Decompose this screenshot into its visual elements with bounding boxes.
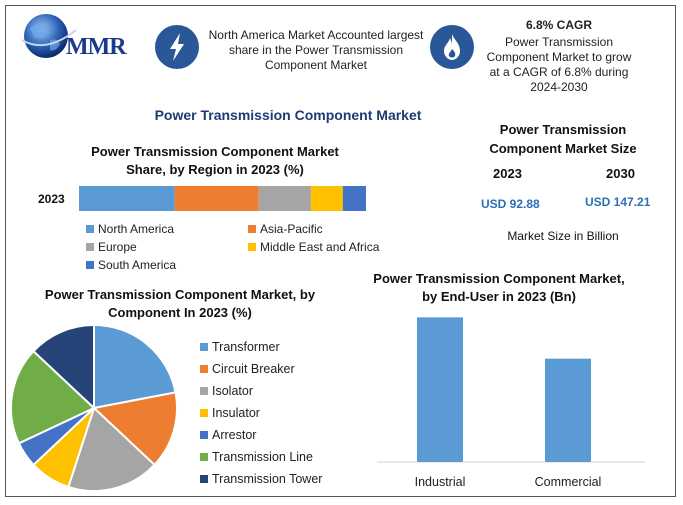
legend-swatch: [248, 243, 256, 251]
legend-swatch: [200, 453, 208, 461]
infographic-frame: [5, 5, 676, 497]
end-user-chart-title: Power Transmission Component Market, by …: [373, 271, 625, 304]
pie-slice-isolator: [67, 406, 156, 492]
bar-segment-south-america: [342, 186, 366, 211]
legend-swatch: [86, 225, 94, 233]
bar-segment-asia-pacific: [174, 186, 259, 211]
legend-label: Middle East and Africa: [260, 240, 380, 254]
pie-slice-circuit-breaker: [91, 391, 178, 467]
legend-item-asia-pacific: Asia-Pacific: [248, 222, 323, 236]
page-title: Power Transmission Component Market: [154, 107, 422, 123]
legend-label: Insulator: [212, 406, 260, 420]
region-stacked-bar-chart: 2023: [38, 186, 366, 211]
flame-icon: [430, 25, 474, 69]
component-chart-title: Power Transmission Component Market, by …: [44, 287, 316, 320]
legend-swatch: [200, 409, 208, 417]
legend-item-europe: Europe: [86, 240, 137, 254]
year-2030-label: 2030: [606, 166, 635, 181]
legend-label: Europe: [98, 240, 137, 254]
logo-text: MMR: [66, 34, 127, 60]
legend-label: South America: [98, 258, 177, 272]
legend-item-north-america: North America: [86, 222, 174, 236]
legend-label: Asia-Pacific: [260, 222, 323, 236]
legend-item-transmission-line: Transmission Line: [200, 450, 313, 464]
cagr-title: 6.8% CAGR: [525, 18, 593, 32]
bar-commercial: [545, 358, 591, 462]
bar-segment-europe: [258, 186, 311, 211]
pie-slice-transmission-line: [10, 349, 96, 445]
market-size-title: Power Transmission Component Market Size: [489, 122, 637, 156]
legend-label: Circuit Breaker: [212, 362, 295, 376]
category-label-2023: 2023: [38, 192, 65, 206]
legend-item-insulator: Insulator: [200, 406, 260, 420]
pie-slice-transmission-tower: [32, 323, 95, 411]
globe-logo-icon: [21, 14, 77, 58]
legend-label: North America: [98, 222, 175, 236]
end-user-bar-chart: Industrial Commercial: [377, 317, 645, 489]
region-chart-title: Power Transmission Component Market Shar…: [91, 144, 339, 177]
legend-item-arrestor: Arrestor: [200, 428, 256, 442]
legend-label: Transmission Tower: [212, 472, 323, 486]
x-tick-label-industrial: Industrial: [415, 475, 466, 489]
legend-item-south-america: South America: [86, 258, 176, 272]
legend-swatch: [86, 261, 94, 269]
lightning-bolt-icon: [155, 25, 199, 69]
legend-swatch: [200, 343, 208, 351]
legend-label: Transmission Line: [212, 450, 313, 464]
legend-item-isolator: Isolator: [200, 384, 253, 398]
legend-item-transformer: Transformer: [200, 340, 280, 354]
market-size-2023-value: USD 92.88: [481, 197, 540, 211]
component-pie-chart: [10, 323, 178, 492]
legend-item-transmission-tower: Transmission Tower: [200, 472, 322, 486]
legend-label: Transformer: [212, 340, 280, 354]
market-size-unit-note: Market Size in Billion: [507, 229, 619, 243]
market-size-2030-value: USD 147.21: [585, 195, 651, 209]
bar-segment-middle-east-and-africa: [310, 186, 343, 211]
cagr-text: Power Transmission Component Market to g…: [486, 35, 632, 94]
bar-segment-north-america: [79, 186, 175, 211]
legend-swatch: [200, 431, 208, 439]
bar-industrial: [417, 317, 463, 462]
callout-north-america: North America Market Accounted largest s…: [208, 28, 424, 72]
legend-swatch: [248, 225, 256, 233]
legend-swatch: [200, 365, 208, 373]
pie-slice-transformer: [93, 323, 177, 410]
x-tick-label-commercial: Commercial: [535, 475, 602, 489]
legend-label: Isolator: [212, 384, 253, 398]
legend-label: Arrestor: [212, 428, 257, 442]
legend-swatch: [200, 475, 208, 483]
legend-item-circuit-breaker: Circuit Breaker: [200, 362, 295, 376]
year-2023-label: 2023: [493, 166, 522, 181]
legend-swatch: [86, 243, 94, 251]
legend-swatch: [200, 387, 208, 395]
legend-item-middle-east-and-africa: Middle East and Africa: [248, 240, 379, 254]
